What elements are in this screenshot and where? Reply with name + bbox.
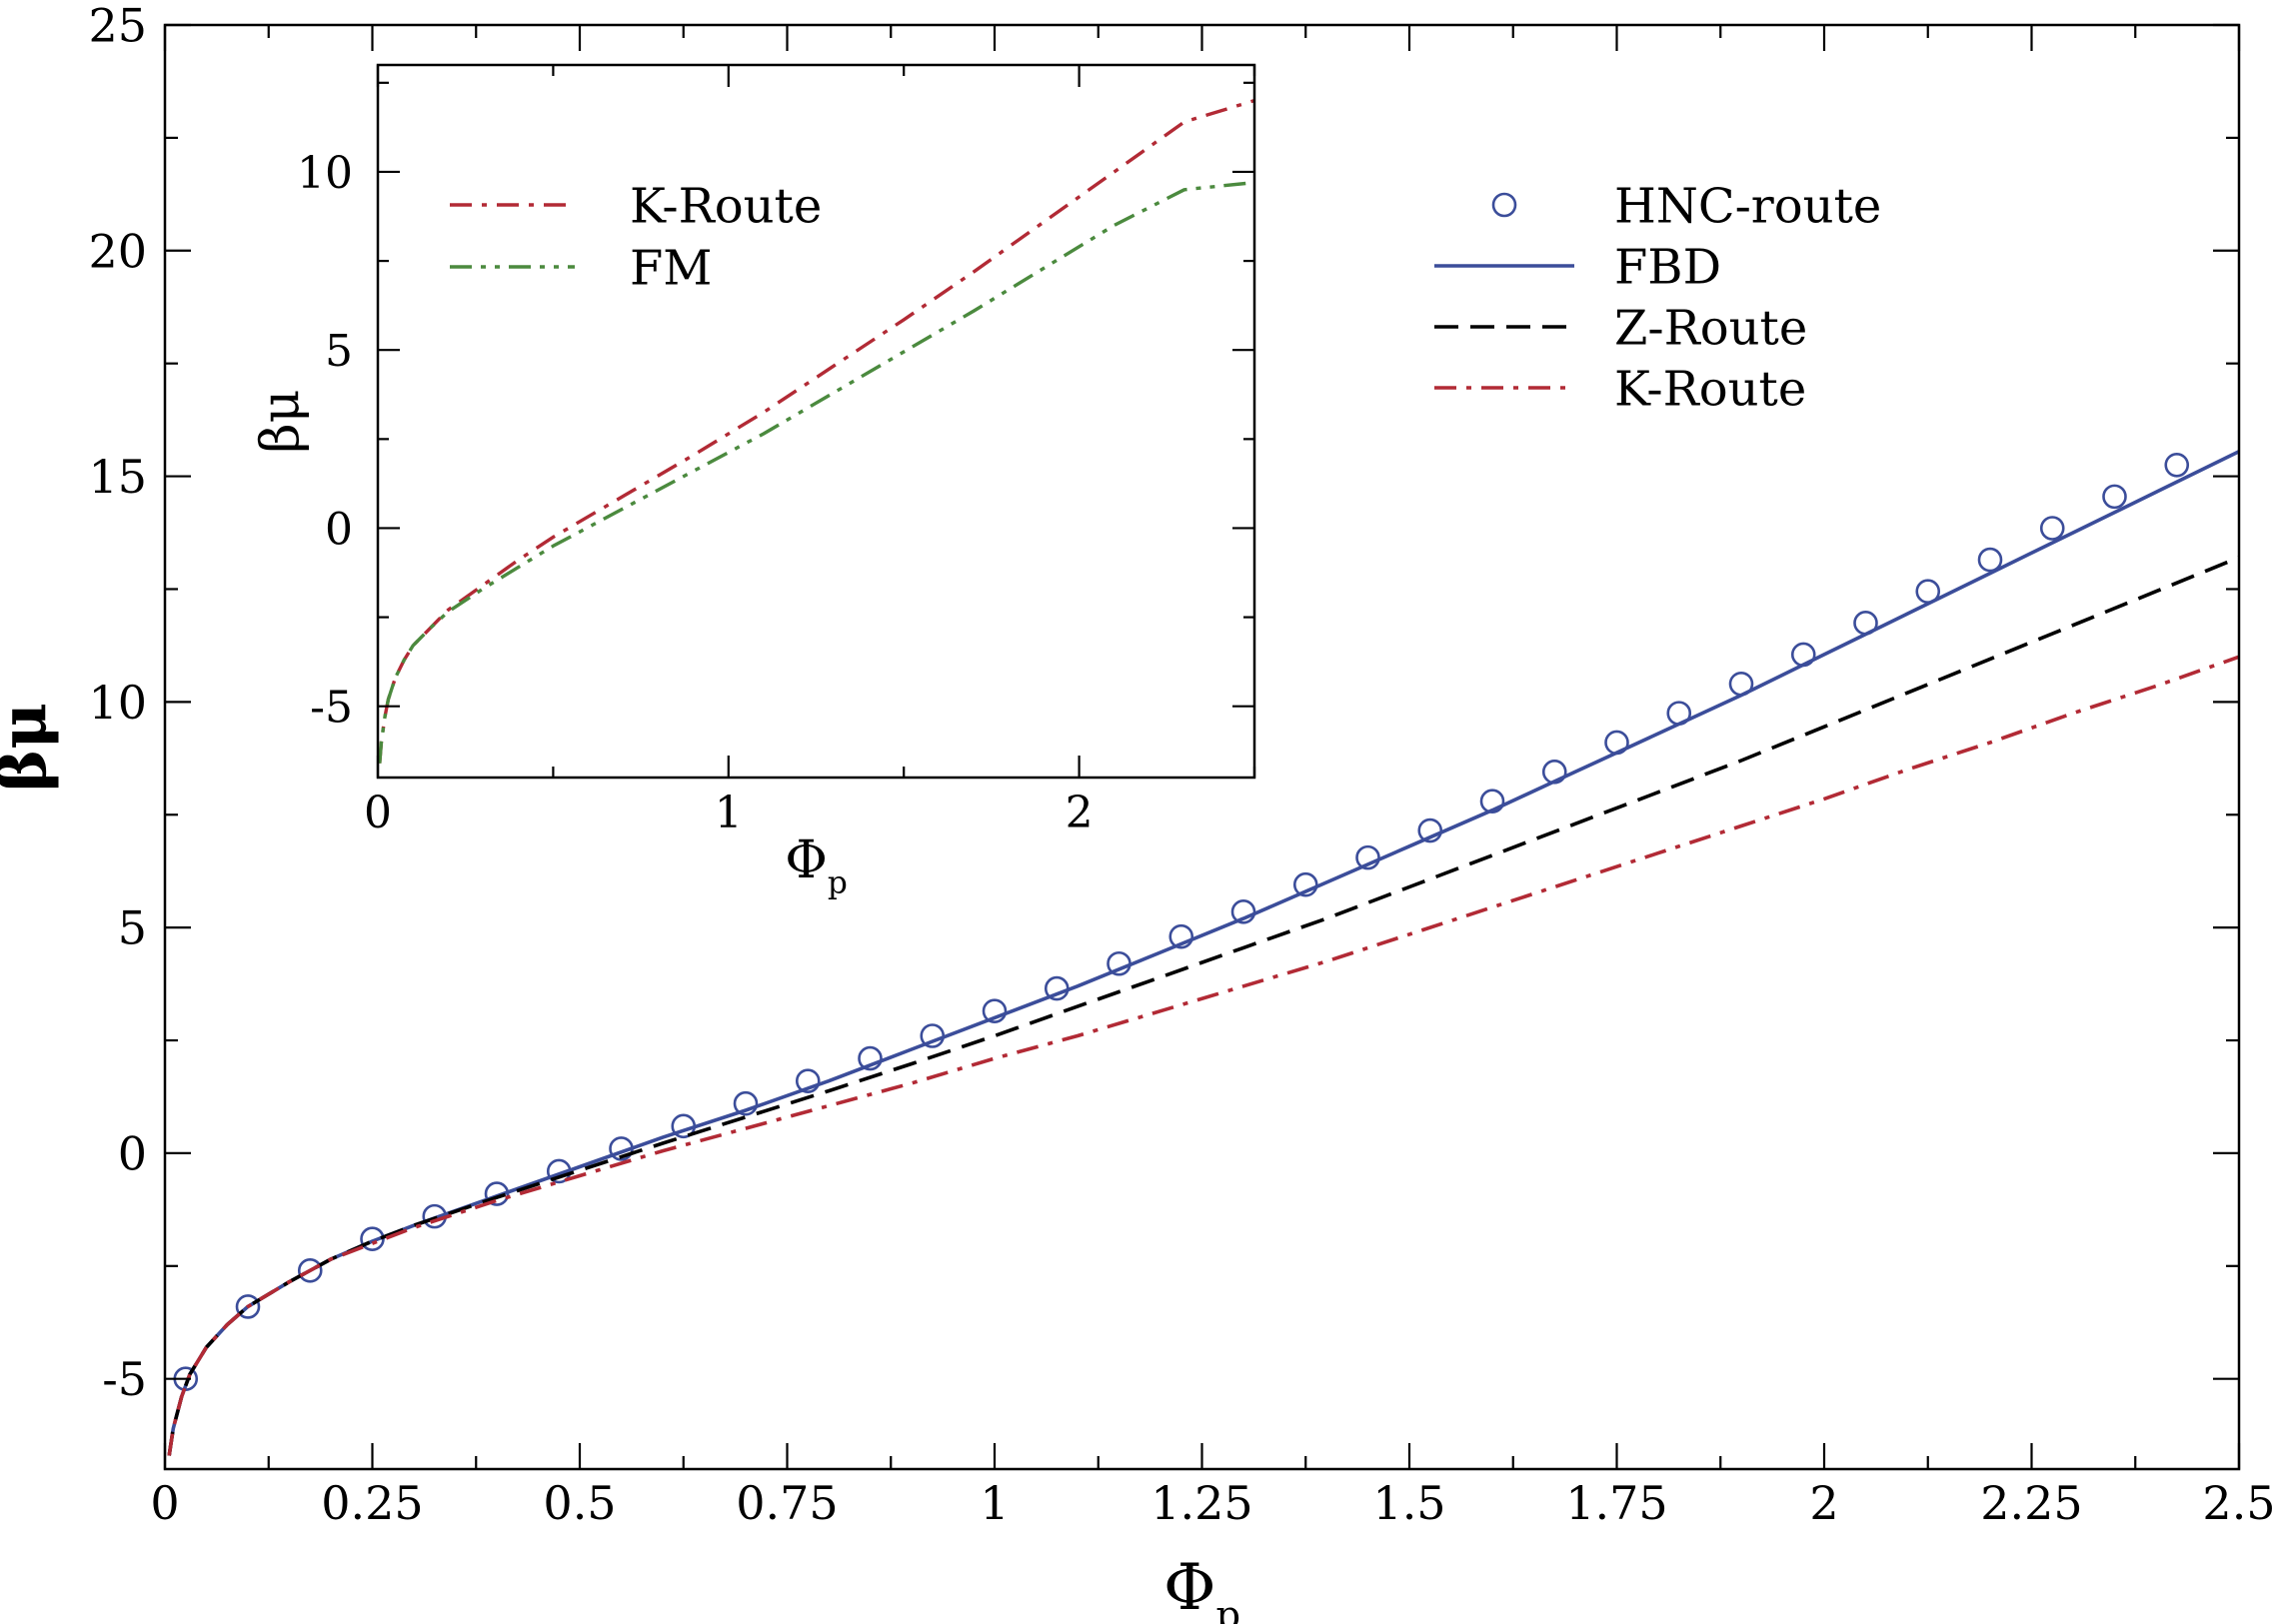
main-point-hnc-route-13 — [982, 998, 1008, 1023]
main-y-tick-label: 25 — [88, 0, 147, 53]
main-line-k-route — [167, 655, 2239, 1456]
main-x-tick-label: 0 — [150, 1476, 179, 1530]
main-point-hnc-route-32 — [2164, 452, 2190, 478]
main-x-tick-label: 1 — [980, 1476, 1009, 1530]
inset-y-tick-label: 5 — [325, 326, 353, 377]
main-x-axis-title: Φp — [1163, 1551, 1240, 1624]
main-point-hnc-route-19 — [1355, 844, 1380, 870]
inset-y-tick-label: -5 — [310, 683, 353, 734]
main-x-tick-label: 2.25 — [1980, 1476, 2082, 1530]
main-x-tick-label: 1.75 — [1565, 1476, 1667, 1530]
main-x-tick-label: 0.25 — [321, 1476, 423, 1530]
main-point-hnc-route-21 — [1479, 789, 1505, 813]
main-x-tick-label: 0.75 — [736, 1476, 838, 1530]
main-legend-marker-hnc-route — [1491, 192, 1517, 218]
main-point-hnc-route-2 — [297, 1258, 323, 1283]
main-x-tick-label: 0.5 — [543, 1476, 616, 1530]
inset-panel: 0 1 2 -5 0 5 10 Φp βμ K-Route FM — [251, 63, 1256, 901]
main-point-hnc-route-18 — [1292, 871, 1318, 897]
main-point-hnc-route-29 — [1977, 547, 2003, 573]
inset-plot-background — [378, 65, 1254, 778]
main-y-tick-label: 0 — [118, 1126, 147, 1180]
inset-line-fm — [378, 180, 1254, 764]
inset-x-tick-label: 0 — [364, 788, 392, 838]
main-x-tick-label: 1.5 — [1372, 1476, 1445, 1530]
main-point-hnc-route-30 — [2039, 516, 2065, 541]
main-point-hnc-route-17 — [1230, 899, 1256, 924]
main-point-hnc-route-9 — [733, 1090, 759, 1116]
main-y-tick-label: 20 — [88, 224, 147, 278]
main-point-hnc-route-11 — [858, 1045, 883, 1071]
inset-legend-label-fm: FM — [630, 240, 712, 296]
inset-y-tick-label: 0 — [325, 504, 353, 555]
inset-y-axis-title: βμ — [251, 390, 311, 454]
main-x-tick-label: 2 — [1809, 1476, 1838, 1530]
main-y-tick-label: 5 — [118, 901, 147, 955]
main-y-tick-label: 15 — [88, 450, 147, 504]
inset-legend: K-Route FM — [450, 178, 822, 296]
main-x-tick-label: 1.25 — [1150, 1476, 1252, 1530]
inset-legend-label-k-route: K-Route — [630, 178, 822, 234]
main-x-tick-label: 2.5 — [2202, 1476, 2275, 1530]
main-y-tick-label: 10 — [88, 676, 147, 730]
main-legend-label-k-route: K-Route — [1614, 361, 1806, 417]
main-legend-label-z-route: Z-Route — [1614, 300, 1807, 356]
main-y-tick-label: -5 — [102, 1352, 147, 1406]
main-legend-label-hnc-route: HNC-route — [1614, 178, 1881, 234]
inset-series-group — [378, 98, 1254, 764]
main-y-axis-title: βμ — [0, 703, 61, 792]
inset-x-tick-label: 2 — [1066, 788, 1094, 838]
inset-x-tick-label: 1 — [715, 788, 743, 838]
main-point-hnc-route-10 — [795, 1068, 821, 1093]
inset-y-tick-label: 10 — [297, 148, 353, 199]
main-legend-label-fbd: FBD — [1614, 239, 1721, 295]
main-point-hnc-route-31 — [2102, 484, 2127, 510]
inset-x-axis-title: Φp — [785, 830, 848, 901]
main-point-hnc-route-16 — [1168, 923, 1194, 949]
main-series-group — [167, 450, 2239, 1456]
inset-plot-frame — [376, 63, 1256, 780]
main-point-hnc-route-1 — [235, 1294, 261, 1319]
